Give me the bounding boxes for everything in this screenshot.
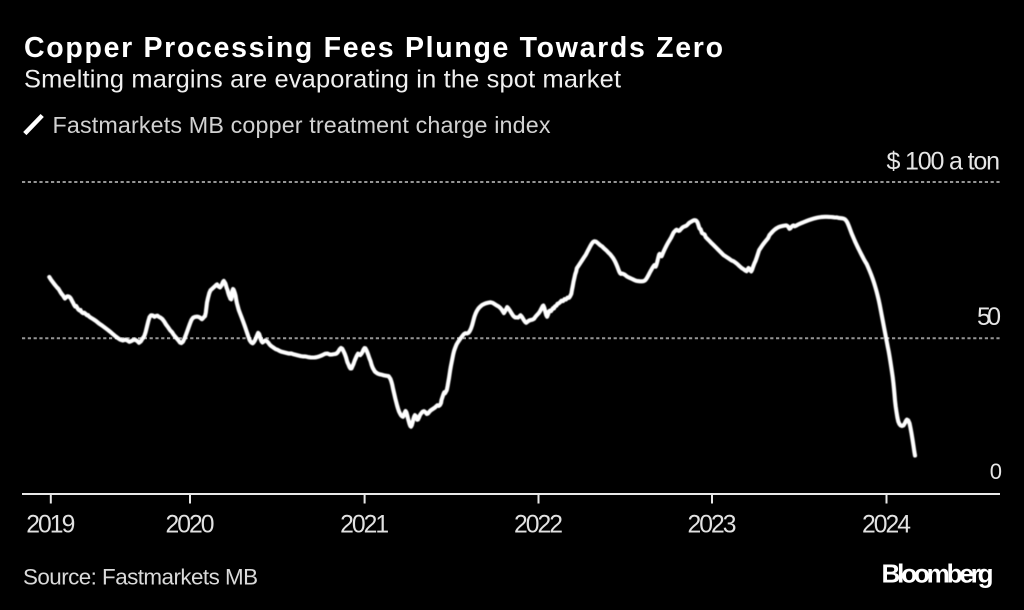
svg-text:0: 0 bbox=[990, 459, 1002, 484]
svg-text:Fastmarkets MB copper treatmen: Fastmarkets MB copper treatment charge i… bbox=[53, 112, 551, 138]
svg-text:2023: 2023 bbox=[688, 512, 737, 539]
svg-text:Source: Fastmarkets MB: Source: Fastmarkets MB bbox=[23, 565, 258, 590]
svg-text:50: 50 bbox=[977, 303, 1001, 331]
svg-text:$ 100 a ton: $ 100 a ton bbox=[887, 147, 1001, 175]
svg-text:2019: 2019 bbox=[26, 512, 75, 539]
svg-text:2020: 2020 bbox=[166, 512, 215, 539]
svg-text:2021: 2021 bbox=[340, 512, 389, 539]
svg-text:Smelting margins are evaporati: Smelting margins are evaporating in the … bbox=[24, 66, 621, 94]
svg-text:2022: 2022 bbox=[514, 512, 563, 539]
svg-text:Copper Processing Fees Plunge: Copper Processing Fees Plunge Towards Ze… bbox=[24, 32, 723, 64]
svg-text:Bloomberg: Bloomberg bbox=[882, 559, 994, 589]
svg-text:2024: 2024 bbox=[862, 512, 911, 539]
